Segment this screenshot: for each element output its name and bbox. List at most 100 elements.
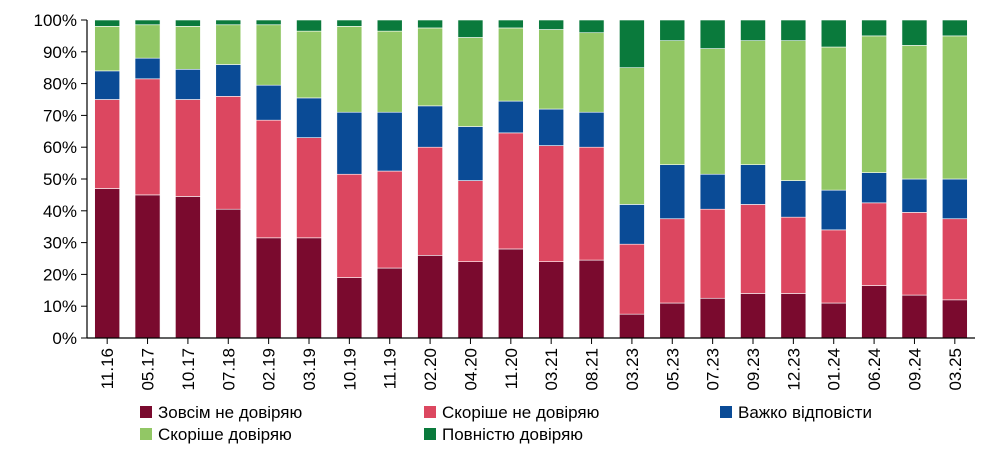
bar-segment (659, 164, 686, 220)
bar-segment (417, 146, 443, 256)
bar-segment (94, 26, 120, 72)
bar-segment (215, 96, 242, 210)
bar-segment (175, 196, 201, 339)
bar-segment (861, 19, 887, 37)
bar-segment (457, 180, 484, 262)
bar-segment (498, 100, 524, 134)
x-tick-label: 09.24 (905, 348, 924, 391)
y-tick-label: 100% (34, 11, 77, 30)
bar-segment (215, 208, 242, 339)
x-tick-label: 11.19 (381, 348, 400, 389)
x-tick-label: 09.23 (744, 348, 763, 391)
bar-segment (578, 32, 605, 113)
bar-segment (175, 26, 201, 70)
bar-segment (94, 70, 120, 100)
bar-segment (175, 68, 201, 100)
bar-segment (820, 189, 847, 231)
bar-segment (740, 293, 766, 339)
bar-segment (699, 173, 726, 210)
legend-swatch (140, 406, 152, 418)
y-tick-label: 40% (43, 202, 77, 221)
y-tick-label: 60% (43, 138, 77, 157)
bar-segment (215, 19, 242, 26)
bar-segment (820, 302, 847, 339)
x-tick-label: 05.17 (139, 348, 158, 391)
bar-segment (659, 19, 686, 41)
bar-segment (659, 40, 686, 165)
bar-segment (417, 255, 443, 339)
bar-segment (255, 119, 282, 239)
y-tick-label: 10% (43, 297, 77, 316)
bar-segment (538, 261, 564, 339)
bar-segment (578, 111, 605, 148)
bar-segment (255, 19, 282, 26)
bar-segment (457, 261, 484, 339)
bar-segment (175, 99, 201, 197)
bar-segment (942, 35, 968, 180)
y-tick-label: 0% (52, 329, 77, 348)
x-tick-label: 11.20 (502, 348, 521, 389)
bar-segment (619, 67, 645, 205)
bar-segment (94, 188, 120, 339)
x-tick-label: 06.24 (865, 348, 884, 391)
bar-segment (942, 178, 968, 220)
y-tick-label: 50% (43, 170, 77, 189)
bar-segment (901, 19, 928, 46)
x-tick-label: 10.19 (340, 348, 359, 391)
x-tick-label: 07.23 (704, 348, 723, 391)
bar-segment (538, 19, 564, 30)
x-tick-label: 03.19 (300, 348, 319, 391)
legend-label: Повністю довіряю (442, 425, 583, 444)
bar-segment (376, 19, 403, 32)
x-tick-label: 02.20 (421, 348, 440, 391)
bar-segment (296, 19, 322, 32)
x-tick-label: 11.16 (98, 348, 117, 389)
bar-segment (578, 19, 605, 34)
legend-swatch (720, 406, 732, 418)
bar-segment (901, 178, 928, 213)
bar-segment (901, 212, 928, 296)
bar-segment (780, 293, 807, 339)
bar-segment (820, 19, 847, 48)
bar-segment (942, 19, 968, 37)
x-tick-label: 03.23 (623, 348, 642, 391)
legend-label: Важко відповісти (738, 403, 872, 422)
bar-segment (457, 19, 484, 38)
bar-segment (740, 164, 766, 205)
bar-segment (659, 302, 686, 339)
x-tick-label: 01.24 (825, 348, 844, 391)
bar-segment (780, 180, 807, 218)
bar-segment (538, 29, 564, 110)
bar-segment (296, 30, 322, 99)
bar-segment (740, 19, 766, 41)
bar-segment (376, 111, 403, 172)
bar-segment (498, 19, 524, 29)
bar-segment (699, 19, 726, 49)
bar-segment (417, 27, 443, 107)
bar-segment (175, 19, 201, 27)
bar-segment (134, 57, 161, 80)
bar-segment (619, 313, 645, 339)
bar-segment (780, 40, 807, 181)
bar-segment (457, 126, 484, 181)
x-tick-label: 05.23 (663, 348, 682, 391)
bar-segment (417, 19, 443, 29)
legend-label: Скоріше довіряю (158, 425, 292, 444)
bar-segment (215, 24, 242, 65)
bar-segment (376, 267, 403, 339)
bar-segment (134, 78, 161, 196)
bar-segment (498, 132, 524, 250)
bar-segment (255, 84, 282, 121)
legend-swatch (140, 428, 152, 440)
x-tick-label: 07.18 (219, 348, 238, 391)
x-tick-label: 08.21 (583, 348, 602, 391)
bar-segment (417, 105, 443, 148)
y-tick-label: 70% (43, 106, 77, 125)
x-tick-label: 03.25 (946, 348, 965, 391)
x-tick-label: 02.19 (260, 348, 279, 391)
bar-segment (457, 37, 484, 127)
bar-segment (296, 97, 322, 138)
bar-segment (134, 24, 161, 59)
bar-segment (134, 194, 161, 339)
